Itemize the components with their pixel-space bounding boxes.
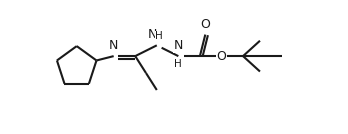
Text: O: O [216, 50, 227, 63]
Text: N: N [174, 39, 183, 52]
Text: H: H [174, 59, 182, 69]
Text: O: O [200, 18, 210, 31]
Text: N: N [148, 29, 157, 42]
Text: H: H [155, 31, 163, 42]
Text: N: N [109, 39, 118, 52]
